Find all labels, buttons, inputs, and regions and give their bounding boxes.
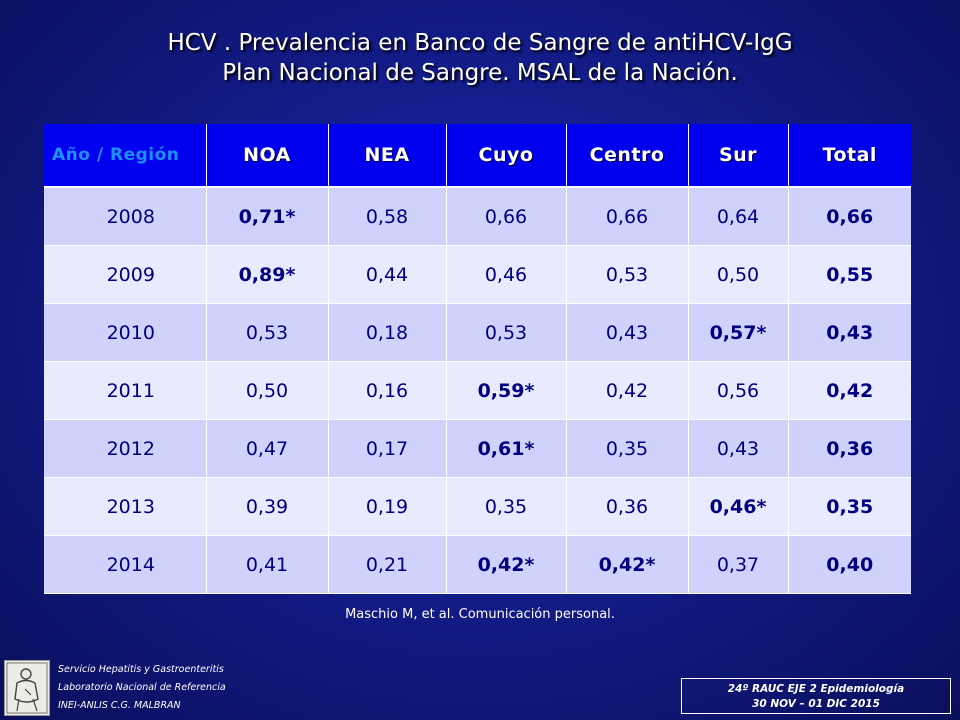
year-cell: 2014: [44, 535, 207, 594]
total-cell: 0,42: [788, 361, 911, 420]
nea-cell: 0,18: [328, 303, 447, 362]
noa-cell: 0,47: [206, 419, 329, 478]
cuyo-cell: 0,35: [446, 477, 567, 536]
event-badge: 24º RAUC EJE 2 Epidemiología 30 NOV – 01…: [681, 678, 951, 714]
nea-cell: 0,16: [328, 361, 447, 420]
centro-cell: 0,35: [566, 419, 689, 478]
nea-cell: 0,21: [328, 535, 447, 594]
institution-logo: [4, 660, 50, 716]
title-line-1: HCV . Prevalencia en Banco de Sangre de …: [167, 30, 793, 56]
cuyo-cell: 0,61*: [446, 419, 567, 478]
centro-cell: 0,36: [566, 477, 689, 536]
year-cell: 2012: [44, 419, 207, 478]
header-year-region: Año / Región: [44, 124, 207, 188]
sur-cell: 0,46*: [688, 477, 789, 536]
total-cell: 0,40: [788, 535, 911, 594]
prevalence-table: Año / Región NOA NEA Cuyo Centro Sur Tot…: [44, 124, 911, 594]
sur-cell: 0,50: [688, 245, 789, 304]
total-cell: 0,35: [788, 477, 911, 536]
table-row: 2009 0,89* 0,44 0,46 0,53 0,50 0,55: [44, 245, 911, 304]
sur-cell: 0,56: [688, 361, 789, 420]
year-cell: 2011: [44, 361, 207, 420]
table-row: 2010 0,53 0,18 0,53 0,43 0,57* 0,43: [44, 303, 911, 362]
footer-service: Servicio Hepatitis y Gastroenteritis: [58, 664, 224, 675]
slide-title: HCV . Prevalencia en Banco de Sangre de …: [0, 28, 960, 88]
total-cell: 0,66: [788, 187, 911, 246]
sur-cell: 0,57*: [688, 303, 789, 362]
table-row: 2012 0,47 0,17 0,61* 0,35 0,43 0,36: [44, 419, 911, 478]
total-cell: 0,43: [788, 303, 911, 362]
noa-cell: 0,71*: [206, 187, 329, 246]
nea-cell: 0,44: [328, 245, 447, 304]
centro-cell: 0,53: [566, 245, 689, 304]
cuyo-cell: 0,46: [446, 245, 567, 304]
header-cuyo: Cuyo: [446, 124, 567, 188]
table-row: 2013 0,39 0,19 0,35 0,36 0,46* 0,35: [44, 477, 911, 536]
cuyo-cell: 0,66: [446, 187, 567, 246]
institution-footer: Servicio Hepatitis y Gastroenteritis Lab…: [58, 661, 226, 715]
noa-cell: 0,39: [206, 477, 329, 536]
header-noa: NOA: [206, 124, 329, 188]
year-cell: 2008: [44, 187, 207, 246]
noa-cell: 0,89*: [206, 245, 329, 304]
cuyo-cell: 0,59*: [446, 361, 567, 420]
sur-cell: 0,64: [688, 187, 789, 246]
nea-cell: 0,17: [328, 419, 447, 478]
logo-figure-icon: [6, 662, 48, 714]
reference-citation: Maschio M, et al. Comunicación personal.: [345, 607, 615, 622]
cuyo-cell: 0,42*: [446, 535, 567, 594]
footer-institute: INEI-ANLIS C.G. MALBRAN: [58, 700, 181, 711]
centro-cell: 0,42*: [566, 535, 689, 594]
centro-cell: 0,43: [566, 303, 689, 362]
title-line-2: Plan Nacional de Sangre. MSAL de la Naci…: [222, 60, 738, 86]
table-row: 2011 0,50 0,16 0,59* 0,42 0,56 0,42: [44, 361, 911, 420]
table-row: 2008 0,71* 0,58 0,66 0,66 0,64 0,66: [44, 187, 911, 246]
event-dates: 30 NOV – 01 DIC 2015: [752, 698, 880, 710]
noa-cell: 0,50: [206, 361, 329, 420]
cuyo-cell: 0,53: [446, 303, 567, 362]
header-sur: Sur: [688, 124, 789, 188]
event-name: 24º RAUC EJE 2 Epidemiología: [727, 683, 905, 695]
centro-cell: 0,42: [566, 361, 689, 420]
sur-cell: 0,37: [688, 535, 789, 594]
sur-cell: 0,43: [688, 419, 789, 478]
centro-cell: 0,66: [566, 187, 689, 246]
noa-cell: 0,41: [206, 535, 329, 594]
total-cell: 0,36: [788, 419, 911, 478]
total-cell: 0,55: [788, 245, 911, 304]
year-cell: 2010: [44, 303, 207, 362]
noa-cell: 0,53: [206, 303, 329, 362]
table-row: 2014 0,41 0,21 0,42* 0,42* 0,37 0,40: [44, 535, 911, 594]
year-cell: 2009: [44, 245, 207, 304]
table-header-row: Año / Región NOA NEA Cuyo Centro Sur Tot…: [44, 124, 911, 188]
footer-laboratory: Laboratorio Nacional de Referencia: [58, 682, 226, 693]
header-centro: Centro: [566, 124, 689, 188]
header-total: Total: [788, 124, 911, 188]
header-nea: NEA: [328, 124, 447, 188]
nea-cell: 0,58: [328, 187, 447, 246]
nea-cell: 0,19: [328, 477, 447, 536]
year-cell: 2013: [44, 477, 207, 536]
